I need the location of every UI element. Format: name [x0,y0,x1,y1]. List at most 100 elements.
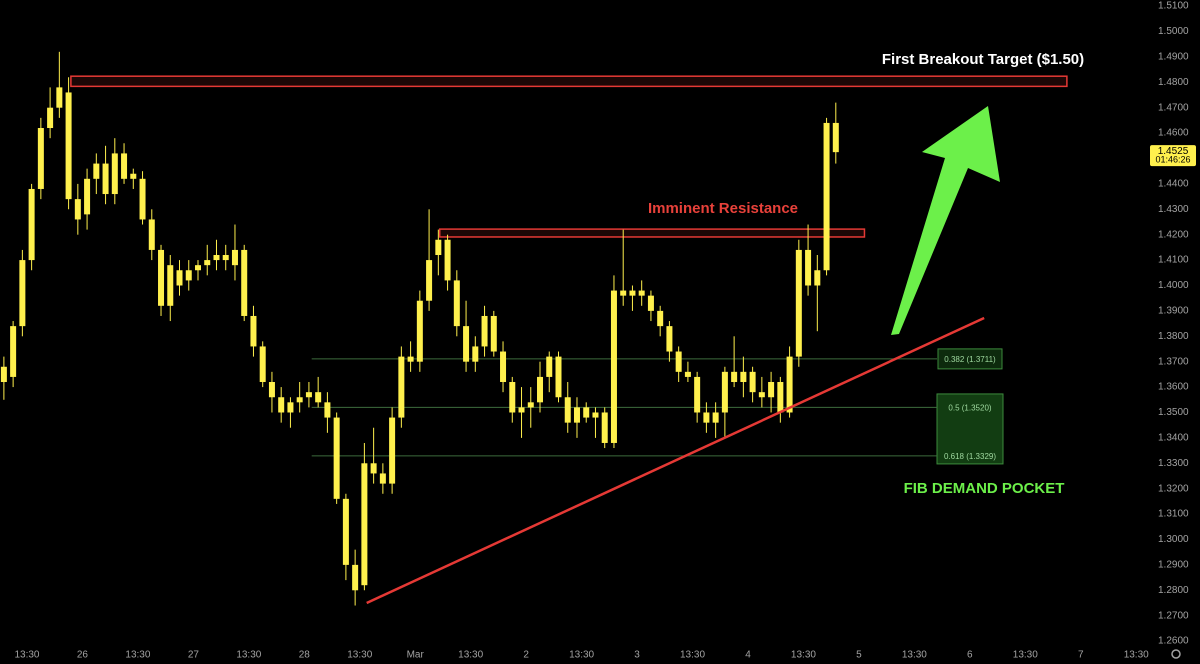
candle-body [84,178,91,215]
candle-body [342,498,349,565]
x-tick-label: 13:30 [458,650,483,661]
candle-body [546,356,553,377]
candle-body [259,346,266,383]
y-tick-label: 1.3300 [1158,458,1189,469]
candle-body [37,128,44,189]
x-tick-label: 13:30 [236,650,261,661]
candle-body [814,270,821,286]
x-tick-label: 5 [856,650,862,661]
candle-body [213,255,220,261]
candle-body [416,300,423,362]
fib-pocket-label: FIB DEMAND POCKET [904,480,1065,497]
candle-body [675,351,682,372]
candle-body [481,315,488,347]
countdown-label: 01:46:26 [1155,155,1190,165]
y-tick-label: 1.2900 [1158,560,1189,571]
arrow [891,106,1000,335]
y-tick-label: 1.3500 [1158,407,1189,418]
candle-body [167,265,174,306]
candle-body [832,122,839,153]
candle-body [121,153,128,179]
x-tick-label: 13:30 [680,650,705,661]
price-tag-label: 1.4525 [1158,146,1189,157]
candle-body [721,371,728,413]
candle-body [10,326,17,377]
candle-body [287,402,294,413]
candle-body [148,219,155,250]
x-tick-label: 13:30 [569,650,594,661]
fib-label: 0.382 (1.3711) [944,355,996,364]
candle-body [638,290,645,296]
candle-body [194,265,201,271]
x-tick-label: 6 [967,650,973,661]
candle-body [703,412,710,423]
candle-body [620,290,627,296]
fib-pocket [936,393,1004,465]
y-tick-label: 1.4900 [1158,52,1189,63]
x-tick-label: 13:30 [14,650,39,661]
x-tick-label: 13:30 [791,650,816,661]
candle-body [537,376,544,403]
y-tick-label: 1.3800 [1158,331,1189,342]
candle-body [296,397,303,403]
candle-body [56,87,63,108]
candle-body [527,402,534,408]
zone-label: Imminent Resistance [648,200,798,217]
candle-body [278,397,285,413]
candle-body [647,295,654,311]
x-tick-label: 4 [745,650,751,661]
x-tick-label: 28 [299,650,311,661]
candle-body [139,178,146,220]
y-tick-label: 1.4000 [1158,280,1189,291]
candle-body [453,280,460,327]
candle-body [601,412,608,443]
y-tick-label: 1.5000 [1158,26,1189,37]
candle-body [444,239,451,281]
fib-label: 0.618 (1.3329) [944,452,996,461]
candle-body [472,346,479,362]
candle-body [518,407,525,413]
candle-body [185,270,192,281]
x-tick-label: 26 [77,650,89,661]
candle-body [204,260,211,266]
zone [438,228,866,238]
candle-body [573,407,580,423]
settings-icon[interactable] [1171,649,1181,659]
candle-body [65,92,72,200]
candle-body [823,122,830,271]
candle-body [629,290,636,296]
candle-body [740,371,747,383]
candle-body [93,163,100,179]
y-tick-label: 1.5100 [1158,1,1189,12]
x-tick-label: 2 [523,650,529,661]
candle-body [564,397,571,423]
candle-body [222,255,229,261]
y-tick-label: 1.4700 [1158,102,1189,113]
trendline [366,316,985,605]
candle-body [102,163,109,195]
candle-body [684,371,691,377]
y-tick-label: 1.4100 [1158,255,1189,266]
candle-body [463,326,470,362]
candle-body [500,351,507,383]
y-tick-label: 1.3900 [1158,306,1189,317]
candle-body [749,371,756,393]
y-tick-label: 1.2700 [1158,610,1189,621]
candle-body [795,249,802,357]
price-tag [1150,145,1196,167]
x-tick-label: 7 [1078,650,1084,661]
candle-body [111,153,118,195]
y-tick-label: 1.3200 [1158,483,1189,494]
candle-body [426,260,433,301]
x-tick-label: 13:30 [902,650,927,661]
fib-label-box [937,348,1003,370]
candle-body [610,290,617,443]
y-tick-label: 1.3600 [1158,382,1189,393]
candle-body [361,463,368,586]
candle-body [731,371,738,383]
candle-body [333,417,340,499]
fib-label: 0.5 (1.3520) [948,404,991,413]
candle-body [241,249,248,316]
